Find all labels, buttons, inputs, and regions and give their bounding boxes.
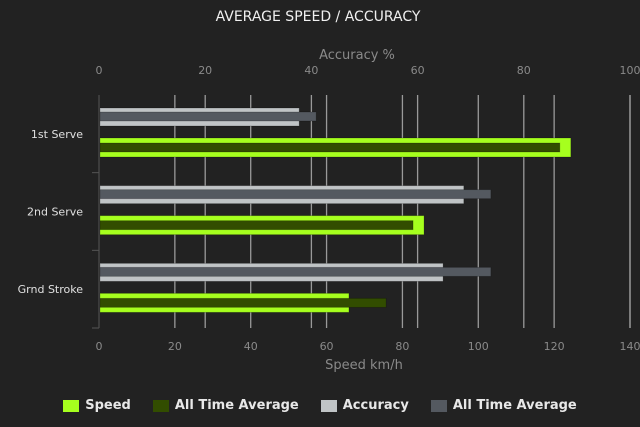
bar-all-time-average bbox=[99, 142, 561, 153]
bottom-tick-label: 40 bbox=[244, 340, 258, 353]
legend-item-speed[interactable]: Speed bbox=[63, 398, 131, 413]
bottom-tick-label: 20 bbox=[168, 340, 182, 353]
bar-all-time-average bbox=[99, 220, 414, 231]
legend: Speed All Time Average Accuracy All Time… bbox=[0, 398, 640, 413]
top-tick-label: 40 bbox=[304, 64, 318, 77]
bar-all-time-average bbox=[99, 266, 492, 277]
legend-swatch bbox=[63, 399, 80, 412]
top-tick-label: 100 bbox=[620, 64, 640, 77]
category-label: Grnd Stroke bbox=[18, 283, 84, 296]
legend-item-speed-average[interactable]: All Time Average bbox=[152, 398, 299, 413]
legend-item-accuracy-average[interactable]: All Time Average bbox=[430, 398, 577, 413]
legend-label: Speed bbox=[85, 398, 131, 413]
legend-swatch bbox=[430, 399, 447, 412]
legend-label: Accuracy bbox=[342, 398, 409, 413]
legend-label: All Time Average bbox=[452, 398, 577, 413]
bottom-tick-label: 80 bbox=[395, 340, 409, 353]
top-tick-label: 20 bbox=[198, 64, 212, 77]
bar-all-time-average bbox=[99, 189, 492, 200]
top-tick-label: 60 bbox=[411, 64, 425, 77]
legend-label: All Time Average bbox=[174, 398, 299, 413]
bottom-tick-label: 100 bbox=[468, 340, 489, 353]
top-tick-label: 80 bbox=[517, 64, 531, 77]
top-tick-label: 0 bbox=[96, 64, 103, 77]
bottom-tick-label: 0 bbox=[96, 340, 103, 353]
legend-item-accuracy[interactable]: Accuracy bbox=[320, 398, 409, 413]
bottom-tick-label: 120 bbox=[544, 340, 565, 353]
legend-swatch bbox=[152, 399, 169, 412]
category-label: 2nd Serve bbox=[27, 206, 83, 219]
top-axis-label: Accuracy % bbox=[319, 48, 395, 63]
bar-all-time-average bbox=[99, 297, 387, 308]
chart: AVERAGE SPEED / ACCURACY Accuracy % Spee… bbox=[18, 9, 640, 373]
bottom-tick-label: 140 bbox=[620, 340, 640, 353]
bottom-tick-label: 60 bbox=[320, 340, 334, 353]
category-label: 1st Serve bbox=[31, 128, 83, 141]
legend-swatch bbox=[320, 399, 337, 412]
chart-title: AVERAGE SPEED / ACCURACY bbox=[216, 9, 421, 25]
bottom-axis-label: Speed km/h bbox=[325, 358, 403, 373]
bar-all-time-average bbox=[99, 111, 317, 122]
